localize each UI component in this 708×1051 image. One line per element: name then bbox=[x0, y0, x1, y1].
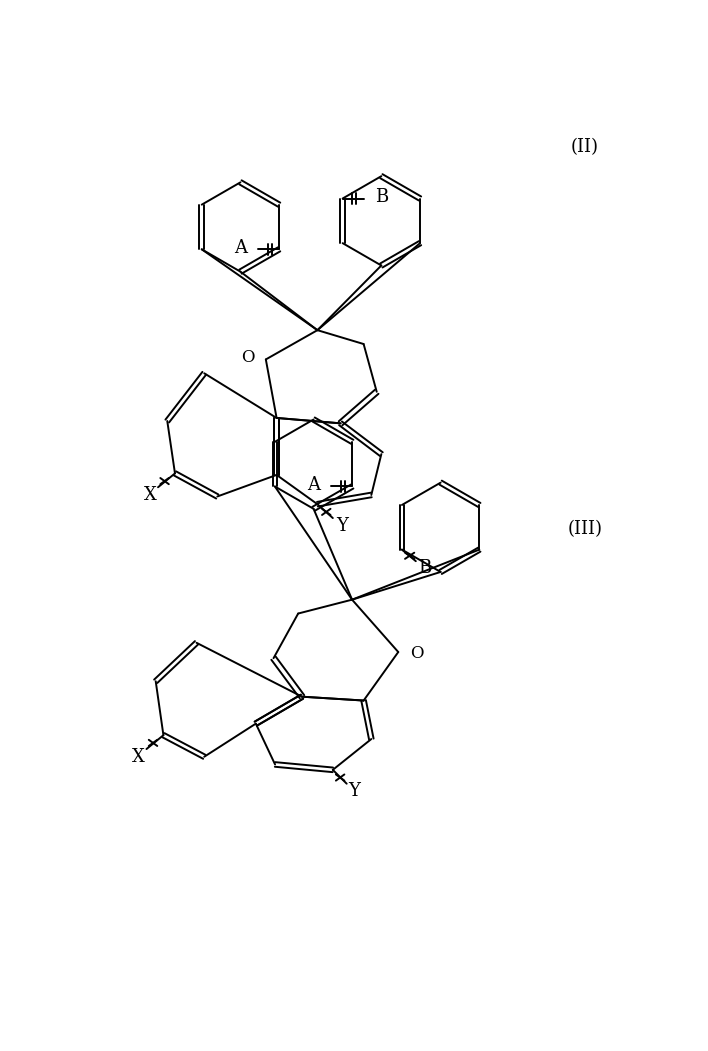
Text: O: O bbox=[241, 349, 254, 367]
Text: X: X bbox=[132, 747, 145, 766]
Text: B: B bbox=[375, 188, 388, 206]
Text: Y: Y bbox=[348, 782, 360, 801]
Text: B: B bbox=[418, 559, 432, 577]
Text: A: A bbox=[307, 476, 320, 494]
Text: X: X bbox=[144, 486, 156, 503]
Text: A: A bbox=[234, 239, 247, 256]
Text: O: O bbox=[410, 645, 423, 662]
Text: (III): (III) bbox=[567, 519, 603, 538]
Text: Y: Y bbox=[336, 517, 348, 535]
Text: (II): (II) bbox=[571, 139, 598, 157]
